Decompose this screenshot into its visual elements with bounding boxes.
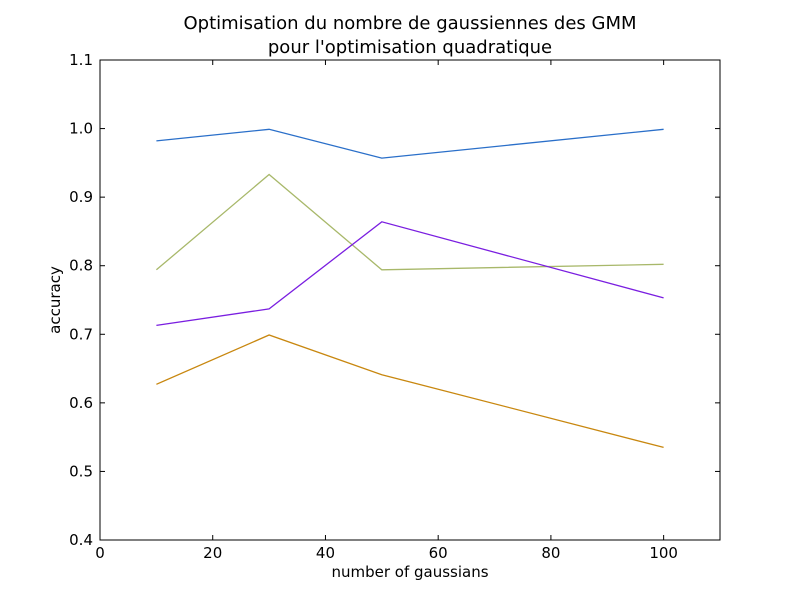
y-tick-label: 1.0 (69, 120, 93, 138)
x-tick-label: 80 (541, 544, 560, 562)
y-tick-label: 0.8 (69, 257, 93, 275)
y-tick-label: 1.1 (69, 51, 93, 69)
y-tick-label: 0.7 (69, 325, 93, 343)
series-layer (155, 128, 664, 449)
x-axis-label: number of gaussians (331, 563, 488, 581)
y-tick-label: 0.4 (69, 531, 93, 549)
y-tick-label: 0.6 (69, 394, 93, 412)
plot-frame (99, 59, 721, 541)
y-axis-label: accuracy (46, 266, 64, 334)
chart-subtitle: pour l'optimisation quadratique (268, 37, 552, 58)
y-tick-label: 0.5 (69, 462, 93, 480)
x-tick-label: 20 (203, 544, 222, 562)
series-line-4 (156, 334, 664, 449)
series-line-2 (155, 173, 664, 271)
x-tick-label: 100 (649, 544, 678, 562)
series-line-1 (156, 128, 664, 159)
x-tick-label: 40 (316, 544, 335, 562)
y-tick-label: 0.9 (69, 188, 93, 206)
ticks-layer: 0 20 40 60 80 100 0.4 0.5 0.6 0.7 0.8 0.9 1.0 1.1 (69, 51, 720, 562)
chart-title: Optimisation du nombre de gaussiennes de… (183, 13, 636, 34)
x-tick-label: 60 (429, 544, 448, 562)
x-tick-label: 0 (95, 544, 105, 562)
series-line-3 (156, 221, 664, 327)
